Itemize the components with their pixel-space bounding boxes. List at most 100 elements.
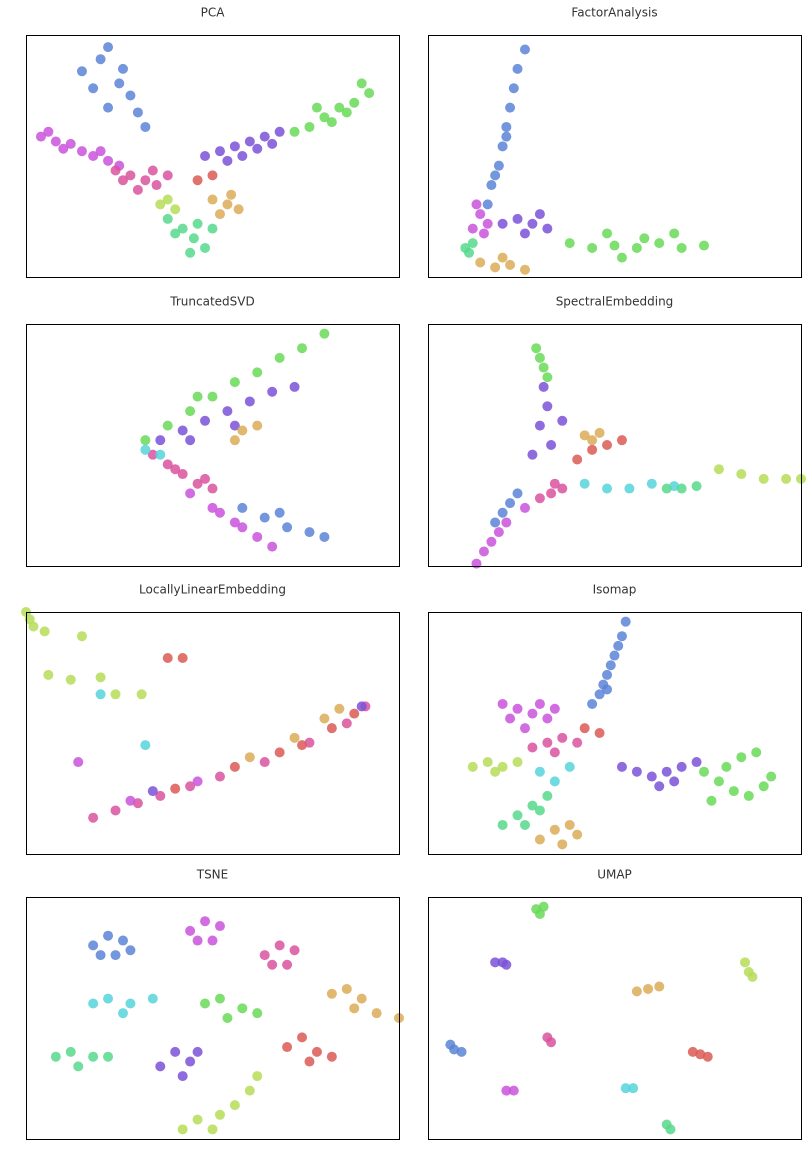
point xyxy=(73,1061,84,1072)
point xyxy=(527,800,538,811)
point xyxy=(475,209,486,220)
point xyxy=(155,199,166,210)
point xyxy=(490,517,501,528)
point xyxy=(478,546,489,557)
point xyxy=(572,829,583,840)
point xyxy=(542,401,553,412)
point xyxy=(162,213,173,224)
point xyxy=(58,143,69,154)
point xyxy=(534,805,545,816)
point xyxy=(326,723,337,734)
point xyxy=(274,126,285,137)
point xyxy=(661,766,672,777)
point xyxy=(482,218,493,229)
point xyxy=(699,240,710,251)
point xyxy=(549,776,560,787)
point xyxy=(297,1032,308,1043)
point xyxy=(244,1085,255,1096)
point xyxy=(136,689,147,700)
point xyxy=(482,757,493,768)
point xyxy=(628,1083,639,1094)
point xyxy=(229,420,240,431)
point xyxy=(326,988,337,999)
point xyxy=(549,478,560,489)
point xyxy=(319,713,330,724)
point xyxy=(587,242,598,253)
point xyxy=(35,131,46,142)
point xyxy=(549,747,560,758)
point xyxy=(65,1046,76,1057)
point xyxy=(356,993,367,1004)
point xyxy=(486,180,497,191)
point xyxy=(542,713,553,724)
point xyxy=(192,1046,203,1057)
point xyxy=(505,259,516,270)
point xyxy=(207,502,218,513)
point xyxy=(661,483,672,494)
point xyxy=(297,740,308,751)
point xyxy=(229,435,240,446)
point xyxy=(88,812,99,823)
point xyxy=(140,175,151,186)
chart-title: SpectralEmbedding xyxy=(556,295,674,309)
point xyxy=(519,264,530,275)
point xyxy=(579,430,590,441)
point xyxy=(65,674,76,685)
point xyxy=(646,478,657,489)
point xyxy=(616,761,627,772)
point xyxy=(546,440,557,450)
point xyxy=(200,151,211,161)
point xyxy=(538,381,549,392)
plot-frame xyxy=(26,324,400,567)
point xyxy=(207,194,218,205)
point xyxy=(654,981,665,992)
point xyxy=(534,698,545,709)
point xyxy=(512,703,523,714)
point xyxy=(519,819,530,830)
point xyxy=(185,488,196,499)
point xyxy=(512,63,523,74)
point xyxy=(542,223,553,234)
point xyxy=(162,170,173,181)
point xyxy=(349,97,360,108)
point xyxy=(244,136,255,147)
point xyxy=(616,435,627,446)
point xyxy=(490,262,501,273)
point xyxy=(631,242,642,253)
point xyxy=(467,238,478,249)
point xyxy=(297,343,308,354)
point xyxy=(185,406,196,417)
point xyxy=(214,209,225,220)
point xyxy=(341,718,352,729)
point xyxy=(237,151,248,161)
point xyxy=(110,165,121,176)
point xyxy=(602,684,613,695)
point xyxy=(527,708,538,719)
point xyxy=(76,66,87,77)
plot-frame xyxy=(428,324,802,567)
point xyxy=(207,935,218,946)
point xyxy=(542,737,553,748)
point xyxy=(50,136,61,147)
plot-frame xyxy=(428,612,802,855)
point xyxy=(456,1046,467,1057)
point xyxy=(95,689,106,700)
point xyxy=(114,78,125,89)
point xyxy=(140,121,151,132)
point xyxy=(222,406,233,417)
point xyxy=(162,194,173,205)
point xyxy=(482,199,493,210)
point xyxy=(527,218,538,229)
point xyxy=(289,732,300,743)
point xyxy=(259,757,270,768)
point xyxy=(214,507,225,518)
point xyxy=(76,146,87,157)
point xyxy=(237,522,248,533)
point xyxy=(95,54,106,65)
point xyxy=(311,1046,322,1057)
point xyxy=(531,343,542,354)
point xyxy=(609,240,620,251)
point xyxy=(736,752,747,763)
point xyxy=(557,732,568,743)
point xyxy=(39,626,50,637)
